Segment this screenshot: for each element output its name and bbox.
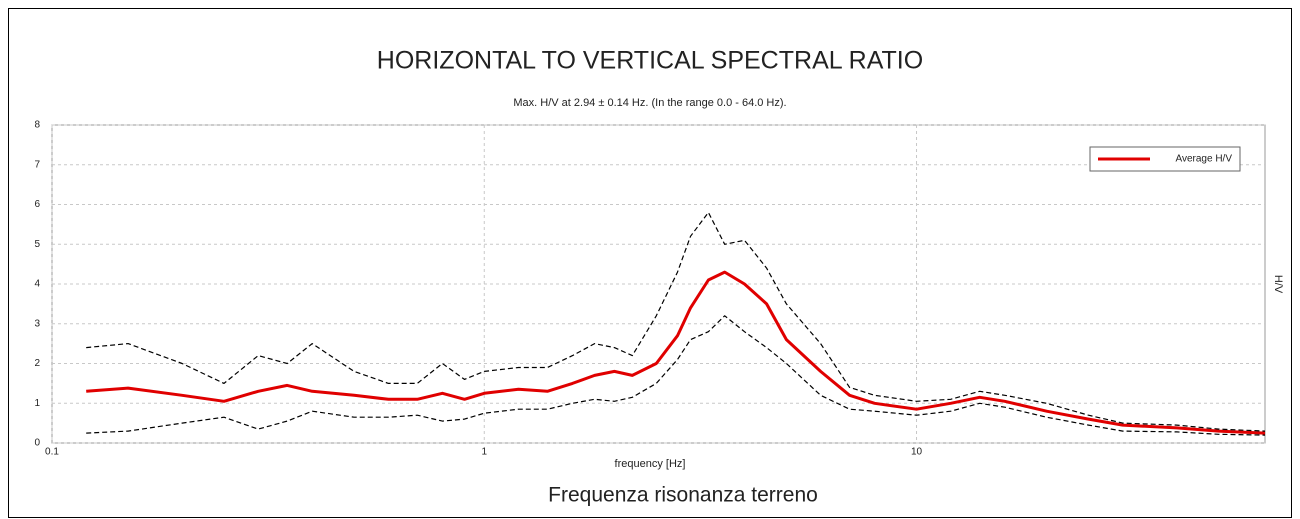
series-line <box>86 270 1266 435</box>
x-tick-label: 0.1 <box>45 447 59 458</box>
y-tick-label: 8 <box>34 120 40 131</box>
legend-label: Average H/V <box>1175 154 1232 165</box>
y-tick-label: 6 <box>34 199 40 210</box>
x-tick-label: 10 <box>911 447 923 458</box>
x-axis-label: frequency [Hz] <box>615 458 686 470</box>
y-tick-label: 3 <box>34 318 40 329</box>
y-tick-label: 0 <box>34 438 40 449</box>
series-line <box>86 211 1266 432</box>
chart-title: HORIZONTAL TO VERTICAL SPECTRAL RATIO <box>377 47 923 75</box>
y-axis-label: H/V <box>1272 275 1284 294</box>
y-tick-label: 2 <box>34 358 40 369</box>
y-tick-label: 4 <box>34 279 40 290</box>
y-tick-label: 7 <box>34 159 40 170</box>
y-tick-label: 5 <box>34 239 40 250</box>
x-tick-label: 1 <box>481 447 487 458</box>
frame <box>8 8 1292 518</box>
y-tick-label: 1 <box>34 398 40 409</box>
annotation: Frequenza risonanza terreno <box>548 484 818 507</box>
chart-subtitle: Max. H/V at 2.94 ± 0.14 Hz. (In the rang… <box>513 97 786 109</box>
